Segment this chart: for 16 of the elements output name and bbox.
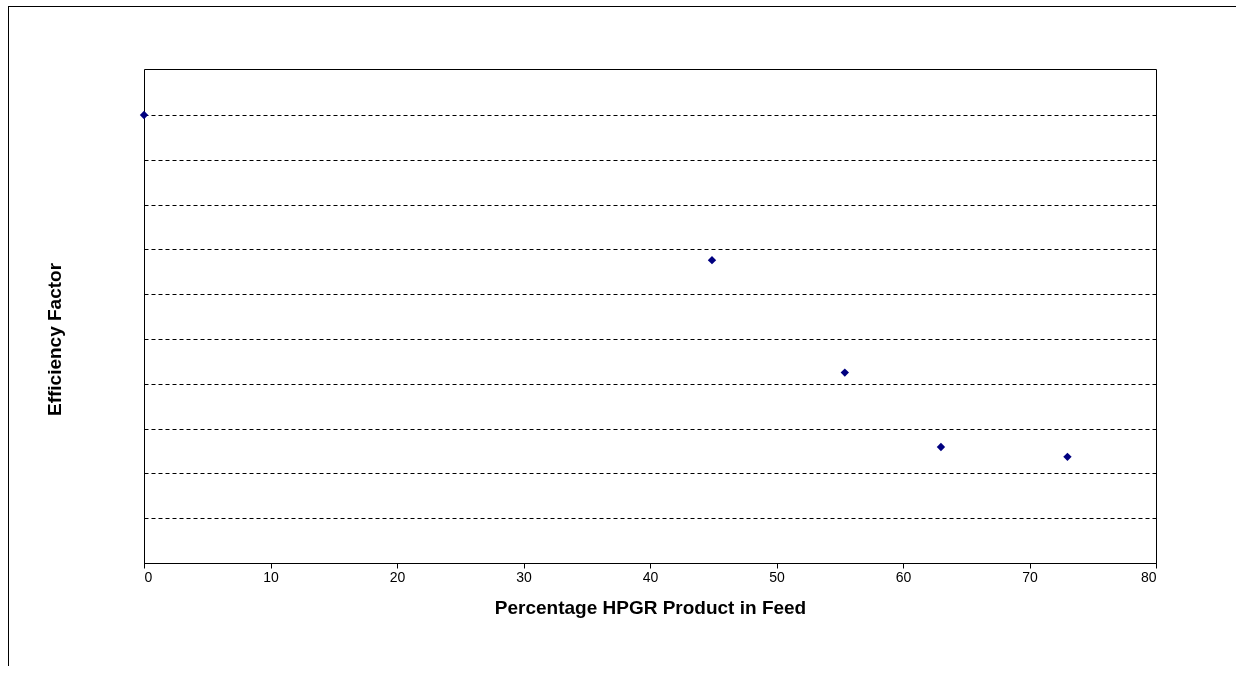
x-axis-title: Percentage HPGR Product in Feed — [494, 596, 807, 618]
x-tick-label: 80 — [1140, 568, 1157, 585]
x-tick-label: 10 — [263, 568, 279, 585]
point — [840, 368, 849, 377]
point — [936, 442, 946, 452]
x-tick-label: 0 — [144, 568, 153, 585]
point — [1063, 452, 1072, 462]
x-tick-label: 60 — [895, 568, 912, 585]
x-tick-label: 70 — [1022, 568, 1038, 585]
point — [707, 255, 717, 265]
point — [139, 110, 149, 120]
y-axis-title: Efficiency Factor — [43, 262, 65, 417]
x-tick-label: 30 — [516, 568, 532, 585]
x-tick-label: 50 — [769, 568, 785, 585]
x-tick-label: 40 — [642, 568, 659, 585]
x-tick-label: 20 — [389, 568, 406, 585]
